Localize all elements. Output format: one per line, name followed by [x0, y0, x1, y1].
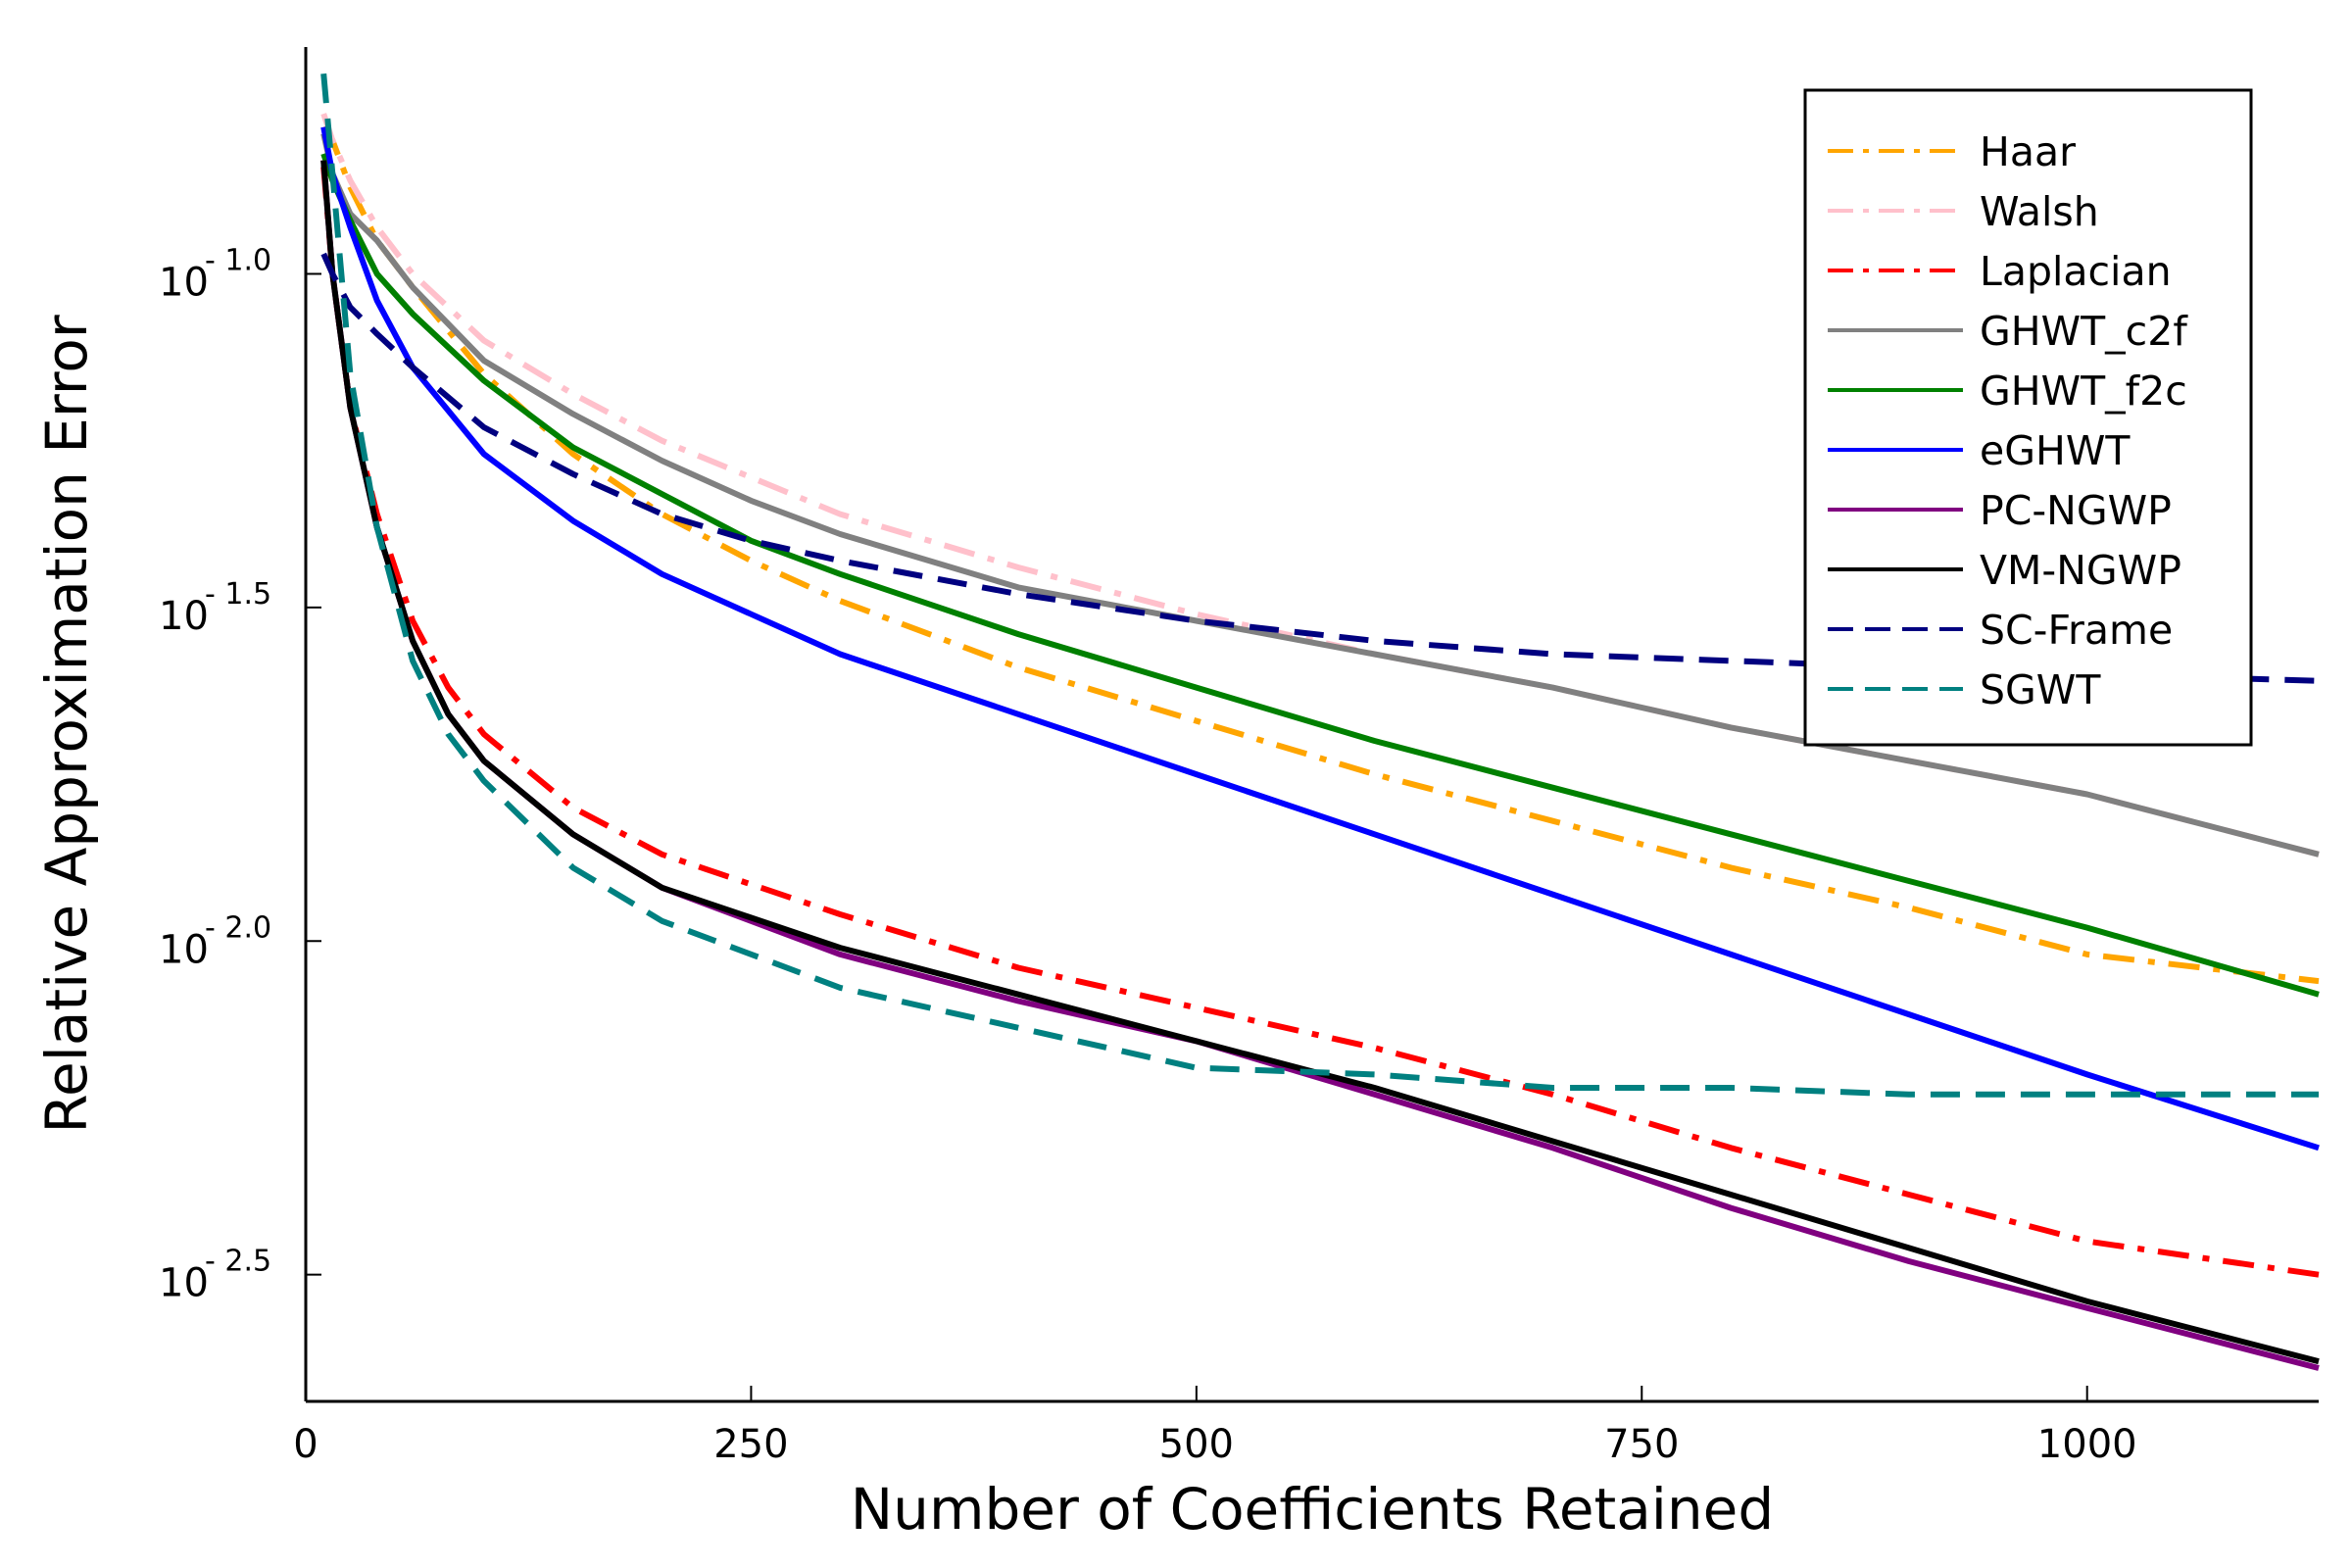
legend-label-ghwt-f2c: GHWT_f2c [1980, 368, 2187, 415]
series-line-haar [320, 125, 2320, 985]
x-axis-label: Number of Coefficients Retained [851, 1476, 1774, 1543]
series-line-vm-ngwp [320, 160, 2320, 1365]
y-tick-label-exponent: - 1.5 [205, 577, 271, 612]
y-tick-label-base: 10 [159, 1261, 209, 1306]
legend-label-eghwt: eGHWT [1980, 427, 2131, 474]
series-line-sc-frame [320, 252, 2320, 684]
y-axis-label: Relative Approximation Error [33, 315, 100, 1133]
series-line-eghwt [320, 126, 2320, 1152]
axes [304, 47, 2319, 1403]
series-line-sgwt [320, 73, 2319, 1098]
legend-label-vm-ngwp: VM-NGWP [1980, 547, 2181, 594]
series-line-ghwt-c2f [320, 132, 2320, 858]
y-tick-label-base: 10 [159, 260, 209, 305]
x-tick-label: 500 [1159, 1422, 1234, 1467]
legend-box [1803, 88, 2253, 747]
x-tick-label: 250 [713, 1422, 788, 1467]
legend-label-laplacian: Laplacian [1980, 248, 2172, 295]
legend: Haar Walsh Laplacian GHWT_c2f GHWT_f2c eGHWT P… [1803, 88, 2253, 747]
y-tick-label-base: 10 [159, 927, 209, 972]
x-axis-ticks: 0 250 500 750 1000 [293, 1386, 2137, 1467]
x-tick-label: 0 [293, 1422, 318, 1467]
series-line-ghwt-f2c [320, 152, 2320, 998]
y-tick-label-base: 10 [159, 594, 209, 639]
legend-label-pc-ngwp: PC-NGWP [1980, 487, 2172, 534]
legend-label-haar: Haar [1980, 128, 2076, 175]
legend-label-sc-frame: SC-Frame [1980, 607, 2173, 654]
y-axis-ticks: 10- 1.010- 1.510- 2.010- 2.5 [159, 243, 321, 1306]
y-tick-label-exponent: - 1.0 [205, 243, 271, 277]
legend-label-ghwt-c2f: GHWT_c2f [1980, 308, 2188, 355]
y-tick-label-exponent: - 2.5 [205, 1245, 271, 1279]
x-tick-label: 1000 [2037, 1422, 2137, 1467]
legend-label-sgwt: SGWT [1980, 666, 2101, 713]
x-tick-label: 750 [1604, 1422, 1679, 1467]
y-tick-label-exponent: - 2.0 [205, 910, 271, 945]
legend-label-walsh: Walsh [1980, 188, 2099, 235]
plot-area [320, 73, 2320, 1371]
